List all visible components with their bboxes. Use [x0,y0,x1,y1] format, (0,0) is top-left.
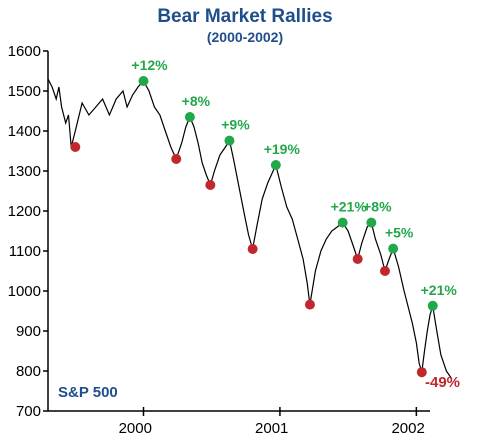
peak-label: +21% [331,199,368,215]
y-tick-label: 800 [16,363,41,380]
y-tick-label: 1100 [9,243,41,260]
markers-group [70,76,438,378]
peak-label: +21% [421,282,458,298]
trough-point [205,180,216,190]
peak-label: +19% [264,141,301,157]
y-tick-label: 1500 [8,83,41,100]
peak-point [270,160,281,170]
peak-label: +8% [182,93,211,109]
peak-label: +9% [221,117,250,133]
series-line-group [47,78,453,380]
trough-point [70,142,81,152]
y-tick-label: 700 [16,403,41,420]
y-tick-label: 1600 [8,43,41,60]
x-tick-label: 2001 [255,420,288,437]
y-tick-label: 1200 [8,203,41,220]
peak-point [224,135,235,146]
y-tick-label: 900 [16,323,41,340]
annotations-group: +12%+8%+9%+19%+21%+8%+5%+21% [131,57,457,298]
end-label: -49% [425,374,460,391]
peak-label: +5% [385,225,414,241]
peak-point [184,112,195,122]
peak-point [366,217,377,228]
y-tick-label: 1000 [8,283,41,300]
trough-point [171,154,182,164]
trough-point [304,299,315,310]
x-tick-label: 2002 [391,420,424,437]
peak-point [388,243,399,254]
axes: 700 800 900 1000 1100 1200 1300 1400 1500 1600 200… [8,43,430,437]
peak-point [427,300,438,311]
series-label: S&P 500 [58,384,118,401]
trough-point [352,254,363,264]
trough-point [379,266,390,276]
trough-point [247,244,258,254]
chart-title: Bear Market Rallies [157,6,332,27]
x-tick-label: 2000 [119,420,152,437]
peak-label: +8% [363,199,392,215]
peak-label: +12% [131,57,168,73]
trough-point [416,367,427,378]
y-tick-label: 1300 [8,163,41,180]
peak-point [337,217,348,228]
peak-point [138,76,149,86]
chart-subtitle: (2000-2002) [207,29,283,45]
series-line [47,78,453,380]
y-tick-label: 1400 [8,123,41,140]
